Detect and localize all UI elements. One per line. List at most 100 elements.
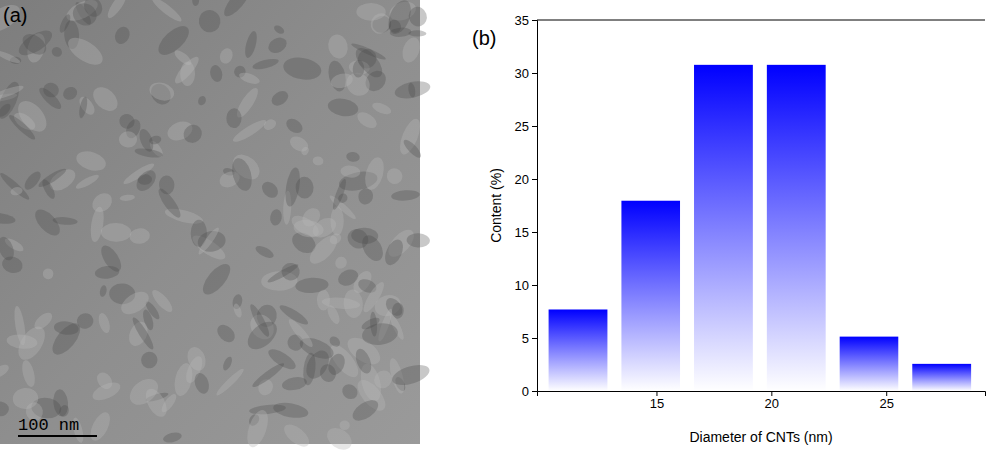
micrograph (0, 0, 420, 444)
y-tick: 5 (522, 331, 537, 346)
texture-blob (280, 420, 313, 451)
texture-blob (269, 88, 291, 109)
texture-blob (323, 423, 356, 454)
x-axis-title: Diameter of CNTs (nm) (689, 429, 832, 445)
texture-blob (277, 302, 310, 327)
texture-blob (117, 111, 138, 131)
texture-blob (162, 431, 183, 445)
y-tick-mark (532, 232, 537, 233)
x-axis-line (538, 392, 986, 397)
micrograph-texture (0, 0, 432, 454)
texture-blob (393, 78, 432, 101)
texture-blob (247, 302, 272, 338)
texture-blob (198, 260, 235, 299)
y-tick-mark (532, 391, 537, 392)
texture-blob (326, 33, 350, 61)
texture-blob (339, 381, 360, 402)
texture-blob (117, 287, 152, 319)
texture-blob (231, 117, 269, 145)
texture-blob (390, 361, 432, 389)
texture-blob (356, 3, 385, 21)
texture-blob (312, 156, 324, 166)
texture-blob (80, 0, 106, 20)
texture-blob (74, 172, 100, 191)
texture-blob (154, 21, 194, 60)
x-tick: 20 (765, 391, 779, 411)
texture-blob (339, 420, 349, 430)
texture-blob (40, 178, 57, 201)
y-tick-label: 25 (515, 119, 529, 134)
texture-blob (139, 349, 160, 371)
texture-blob (401, 137, 423, 160)
texture-blob (218, 46, 235, 65)
y-tick-mark (532, 285, 537, 286)
texture-blob (89, 206, 106, 243)
texture-blob (220, 0, 254, 20)
texture-blob (133, 167, 160, 195)
texture-blob (325, 351, 348, 377)
texture-blob (141, 385, 171, 420)
scale-bar (18, 435, 97, 437)
texture-blob (58, 13, 73, 34)
texture-blob (325, 303, 342, 326)
texture-blob (90, 379, 123, 404)
y-tick-label: 15 (515, 225, 529, 240)
bar (840, 337, 899, 391)
y-tick-label: 30 (515, 66, 529, 81)
texture-blob (329, 71, 354, 90)
texture-blob (119, 194, 135, 202)
texture-blob (197, 8, 223, 34)
texture-blob (272, 400, 309, 420)
texture-blob (0, 83, 25, 102)
texture-blob (335, 266, 360, 288)
texture-blob (302, 347, 334, 383)
bar (549, 309, 608, 391)
texture-blob (105, 0, 130, 21)
texture-blob (238, 70, 261, 86)
x-tick: 15 (650, 391, 664, 411)
y-tick: 0 (522, 384, 537, 399)
bar (621, 201, 680, 391)
texture-blob (37, 166, 68, 190)
texture-blob (343, 289, 364, 319)
texture-blob (295, 277, 329, 294)
texture-blob (0, 254, 25, 275)
texture-blob (15, 26, 56, 60)
texture-blob (20, 359, 37, 388)
texture-blob (0, 362, 11, 380)
texture-blob (155, 186, 184, 220)
texture-blob (283, 166, 302, 207)
texture-blob (254, 244, 276, 261)
texture-blob (354, 109, 379, 131)
texture-blob (192, 371, 211, 395)
y-tick: 20 (515, 172, 537, 187)
texture-blob (243, 30, 259, 59)
texture-blob (97, 312, 112, 335)
texture-blob (328, 334, 343, 348)
y-axis-title: Content (%) (488, 168, 504, 243)
x-tick-label: 25 (879, 396, 893, 411)
y-tick-label: 5 (522, 331, 529, 346)
texture-blob (149, 287, 175, 315)
texture-blob (346, 151, 361, 163)
y-tick-label: 20 (515, 172, 529, 187)
texture-blob (7, 112, 38, 142)
texture-blob (384, 0, 415, 37)
texture-blob (137, 174, 152, 186)
bar (912, 364, 971, 391)
texture-blob (97, 242, 125, 275)
bar (767, 65, 826, 391)
x-tick-label: 20 (765, 396, 779, 411)
texture-blob (360, 280, 387, 315)
y-axis: 05101520253035 (515, 13, 538, 399)
texture-blob (52, 389, 69, 417)
texture-blob (353, 347, 375, 376)
texture-blob (391, 189, 420, 201)
texture-blob (0, 401, 10, 417)
texture-blob (399, 35, 423, 65)
texture-blob (87, 409, 114, 443)
texture-blob (371, 100, 393, 116)
texture-blob (61, 84, 80, 102)
y-tick-label: 10 (515, 278, 529, 293)
texture-blob (349, 396, 382, 425)
